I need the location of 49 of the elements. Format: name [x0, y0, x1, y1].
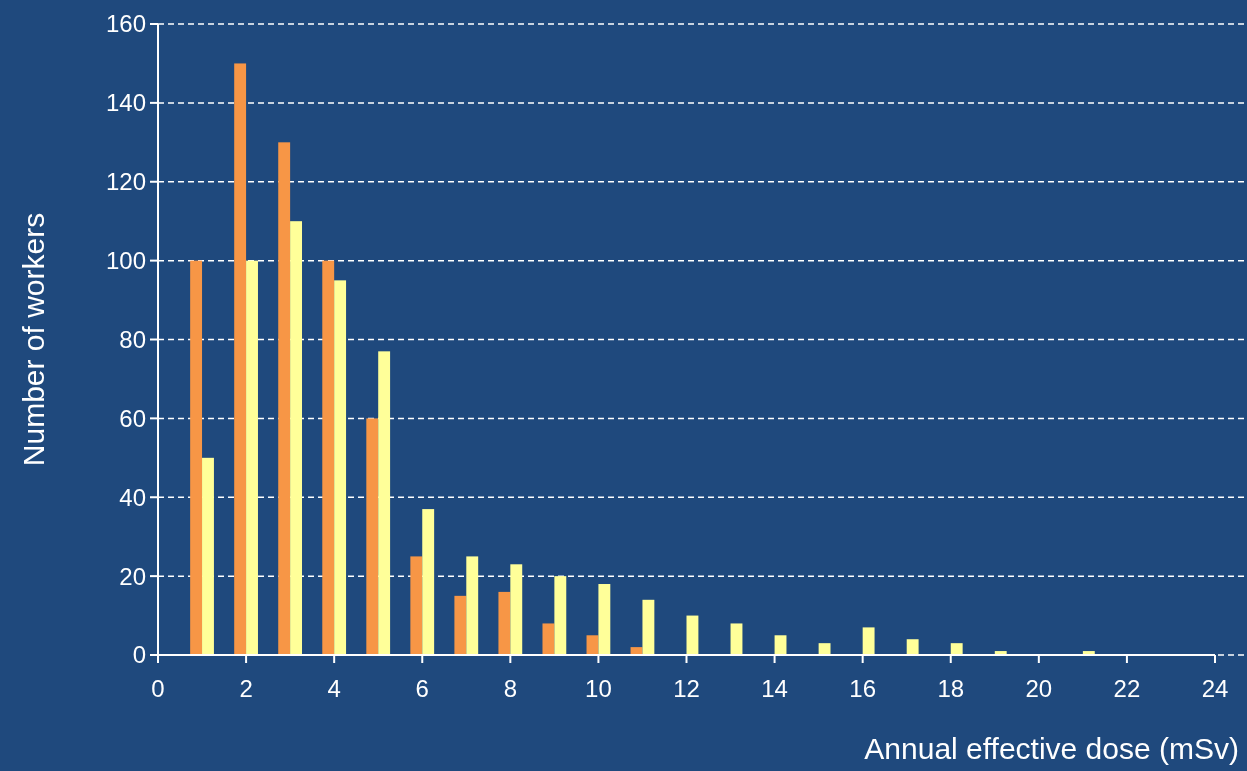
bar — [422, 509, 435, 655]
y-tick-label: 20 — [119, 562, 146, 590]
bar — [862, 627, 875, 655]
bar — [366, 418, 379, 655]
bar — [234, 63, 247, 655]
bar — [730, 623, 743, 655]
bar — [334, 280, 347, 655]
bar — [598, 584, 611, 655]
bar — [642, 599, 655, 655]
bar — [454, 595, 467, 655]
bar — [410, 556, 423, 655]
y-tick-label: 60 — [119, 404, 146, 432]
y-tick-label: 140 — [105, 89, 146, 117]
y-tick-label: 80 — [119, 325, 146, 353]
x-tick-label: 4 — [327, 675, 341, 702]
y-tick-label: 160 — [105, 10, 146, 38]
y-tick-label: 40 — [119, 483, 146, 511]
x-tick-label: 14 — [761, 675, 788, 702]
bar — [322, 260, 335, 655]
x-tick-label: 0 — [151, 675, 165, 702]
x-tick-label: 6 — [415, 675, 429, 702]
bar — [950, 643, 963, 655]
bar — [202, 457, 214, 655]
y-tick-label: 0 — [132, 641, 146, 669]
x-tick-label: 16 — [849, 675, 877, 702]
bar — [466, 556, 479, 655]
bar — [542, 623, 555, 655]
bar — [906, 639, 919, 655]
x-tick-label: 20 — [1025, 675, 1053, 702]
x-tick-label: 24 — [1201, 675, 1229, 702]
y-axis-title: Number of workers — [17, 212, 50, 467]
x-tick-label: 10 — [585, 675, 612, 702]
x-axis-title: Annual effective dose (mSv) — [864, 732, 1239, 765]
x-tick-label: 18 — [937, 675, 965, 702]
x-tick-label: 12 — [673, 675, 700, 702]
bar — [498, 591, 511, 655]
bar — [290, 221, 303, 655]
x-tick-label: 2 — [239, 675, 253, 702]
bar — [510, 564, 523, 655]
x-tick-label: 22 — [1113, 675, 1141, 702]
bar — [378, 351, 391, 655]
bar — [278, 142, 291, 655]
y-tick-label: 100 — [105, 247, 146, 275]
bar — [190, 260, 203, 655]
bar — [246, 260, 258, 655]
x-tick-label: 8 — [503, 675, 518, 702]
bar — [818, 643, 831, 655]
y-tick-label: 120 — [105, 168, 146, 196]
bar — [554, 576, 567, 655]
